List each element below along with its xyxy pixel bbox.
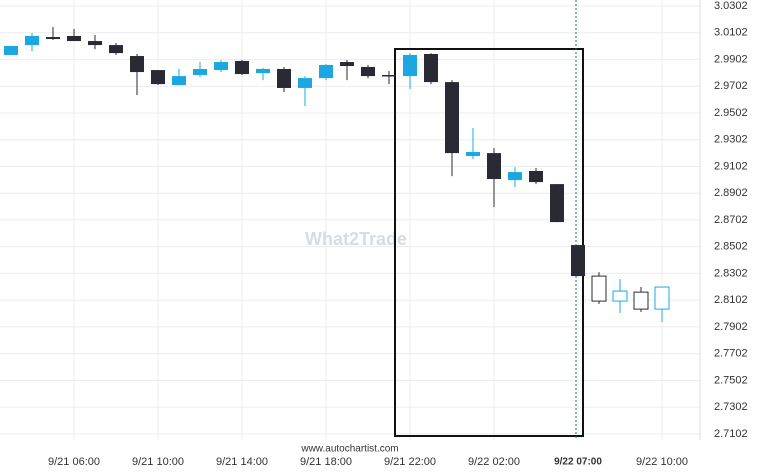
y-tick-label: 3.0302 [714,0,748,12]
x-tick-label: 9/21 14:00 [216,456,268,468]
candle-body [550,184,564,223]
y-tick-label: 2.8302 [714,267,748,279]
y-tick-label: 2.8902 [714,187,748,199]
y-tick-label: 2.7102 [714,428,748,440]
y-tick-label: 2.9502 [714,107,748,119]
candle-body [361,66,375,77]
y-tick-label: 2.9302 [714,134,748,146]
y-tick-label: 2.7302 [714,401,748,413]
y-tick-label: 3.0102 [714,27,748,39]
y-tick-label: 2.9702 [714,80,748,92]
candle-body [319,64,333,79]
candle-body [403,54,417,77]
candle-body [340,62,354,67]
x-tick-label: 9/21 06:00 [48,456,100,468]
candle-body [235,60,249,75]
candle-body [424,54,438,83]
candle-body [508,172,522,181]
candle-body [529,170,543,183]
y-tick-label: 2.8702 [714,214,748,226]
candle-body [298,78,312,88]
x-tick-label: 9/22 02:00 [468,456,520,468]
candle-body [612,290,628,302]
candle-body [130,56,144,73]
x-tick-label: 9/22 07:00 [554,457,602,468]
candle-body [193,68,207,76]
x-tick-label: 9/22 10:00 [636,456,688,468]
y-tick-label: 2.7702 [714,348,748,360]
x-tick-label: 9/21 22:00 [384,456,436,468]
watermark: What2Trade [305,229,407,249]
candle-body [445,82,459,154]
candle-body [67,35,81,42]
y-tick-label: 2.7902 [714,321,748,333]
y-tick-label: 2.9902 [714,53,748,65]
candle-body [466,152,480,157]
candle-body [172,76,186,86]
y-tick-label: 2.9102 [714,160,748,172]
candle-body [256,68,270,73]
candle-body [277,68,291,88]
candle-body [151,70,165,85]
source-label: www.autochartist.com [300,444,398,455]
candle-body [214,62,228,71]
y-tick-label: 2.7502 [714,374,748,386]
candle-body [654,286,670,310]
candle-body [25,35,39,46]
candle-body [571,245,585,277]
candle-body [633,291,649,310]
candle-body [591,275,607,302]
candle-body [109,45,123,54]
pattern-box [394,48,584,437]
candle-body [382,75,396,77]
candle-body [46,37,60,40]
candle-body [88,41,102,46]
candle-body [487,153,501,180]
y-tick-label: 2.8502 [714,241,748,253]
y-tick-label: 2.8102 [714,294,748,306]
x-tick-label: 9/21 18:00 [300,456,352,468]
candle-body [4,45,18,55]
x-tick-label: 9/21 10:00 [132,456,184,468]
